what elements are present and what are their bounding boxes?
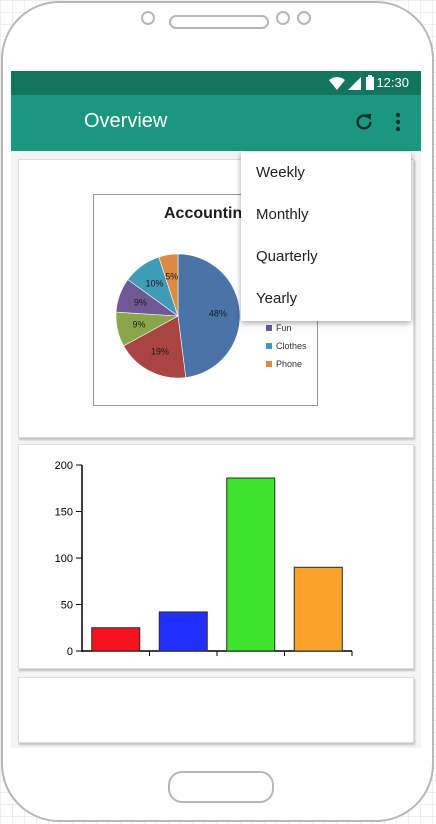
y-tick-label-3: 150: [55, 507, 73, 519]
legend-item-phone: Phone: [266, 355, 307, 373]
pie-chart-title: Accounting: [164, 205, 252, 222]
pie-slice-label-5: 5%: [165, 271, 178, 281]
status-bar: 12:30: [11, 71, 421, 95]
camera-dot: [141, 11, 155, 25]
battery-icon: [366, 75, 374, 90]
pie-slice-label-0: 48%: [209, 308, 227, 318]
legend-item-clothes: Clothes: [266, 337, 307, 355]
period-dropdown-menu: Weekly Monthly Quarterly Yearly: [241, 152, 411, 321]
sensor-dot-1: [276, 11, 290, 25]
more-vert-icon[interactable]: [391, 110, 405, 134]
pie-legend: Fun Clothes Phone: [266, 319, 307, 373]
bar-0: [91, 627, 141, 652]
refresh-icon[interactable]: [353, 111, 375, 133]
pie-slice-label-1: 19%: [151, 347, 169, 357]
y-tick-label-2: 100: [55, 553, 73, 565]
y-tick-label-4: 200: [55, 460, 73, 472]
pie-slice-5: [158, 253, 179, 317]
menu-item-yearly[interactable]: Yearly: [256, 290, 298, 307]
page-title: Overview: [84, 110, 168, 132]
bar-2: [226, 477, 276, 652]
menu-item-quarterly[interactable]: Quarterly: [256, 248, 318, 265]
legend-swatch: [266, 325, 272, 331]
bar-chart-card: 0 50 100 150 200: [18, 444, 414, 669]
y-tick-label-1: 50: [61, 600, 73, 612]
pie-slice-1: [123, 315, 187, 379]
legend-label: Phone: [276, 359, 303, 369]
legend-swatch: [266, 343, 272, 349]
pie-slice-label-2: 9%: [132, 320, 145, 330]
legend-label: Clothes: [276, 341, 307, 351]
bar-chart: 0 50 100 150 200: [55, 460, 353, 658]
speaker-grille: [169, 15, 269, 29]
legend-swatch: [266, 361, 272, 367]
pie-slice-0: [177, 253, 241, 378]
bar-1: [158, 611, 208, 652]
pie-slice-label-3: 9%: [134, 297, 147, 307]
legend-item-fun: Fun: [266, 319, 307, 337]
bar-3: [293, 566, 343, 652]
status-time: 12:30: [376, 75, 409, 90]
home-button[interactable]: [168, 771, 274, 803]
legend-label: Fun: [276, 323, 292, 333]
menu-item-weekly[interactable]: Weekly: [256, 164, 305, 181]
pie-chart-plot: 48% 19% 9% 9% 10%5%: [115, 253, 241, 379]
wifi-icon: [329, 77, 345, 90]
menu-item-monthly[interactable]: Monthly: [256, 206, 309, 223]
app-screen: 12:30 Overview Accounting 48% 19% 9% 9% 10% 5…: [11, 71, 421, 748]
pie-slice-label-4: 10%: [145, 279, 163, 289]
sensor-dot-2: [297, 11, 311, 25]
signal-icon: [348, 77, 361, 90]
app-bar: Overview: [11, 95, 421, 151]
y-tick-label-0: 0: [67, 646, 73, 658]
empty-card: [18, 677, 414, 743]
